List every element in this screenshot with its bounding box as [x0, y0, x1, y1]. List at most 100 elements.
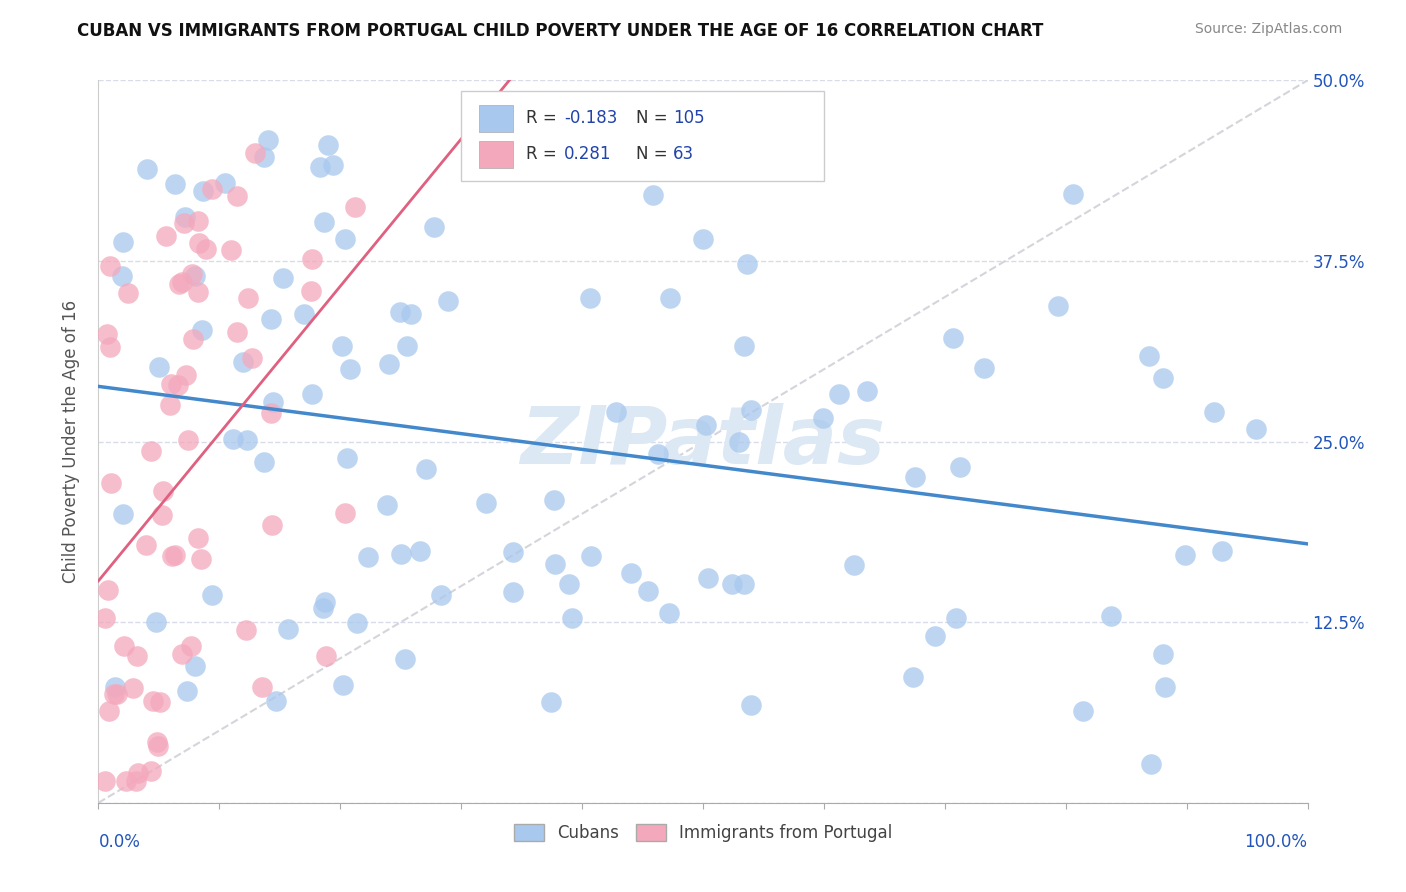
Point: [176, 433, 198, 447]
Point: [561, 611, 583, 625]
Point: [97, 704, 120, 718]
Point: [214, 177, 236, 191]
Point: [924, 629, 946, 643]
Text: R =: R =: [526, 109, 562, 127]
Point: [260, 406, 283, 420]
Point: [125, 774, 148, 789]
Point: [740, 698, 762, 712]
Point: [1139, 757, 1161, 772]
Point: [811, 411, 834, 425]
Point: [187, 214, 209, 228]
Point: [96, 326, 118, 341]
Point: [111, 508, 134, 522]
Point: [135, 162, 157, 177]
Point: [1099, 609, 1122, 624]
Point: [111, 269, 134, 284]
Point: [643, 187, 665, 202]
Point: [180, 639, 202, 653]
Point: [942, 331, 965, 345]
Point: [557, 577, 579, 591]
Point: [544, 557, 567, 571]
Point: [314, 215, 336, 229]
Point: [336, 450, 359, 465]
Point: [1244, 422, 1267, 436]
Point: [94, 611, 117, 625]
Point: [170, 275, 193, 289]
Point: [159, 398, 181, 412]
Point: [301, 386, 323, 401]
Point: [844, 558, 866, 572]
Point: [437, 293, 460, 308]
Point: [1174, 548, 1197, 562]
Point: [389, 305, 412, 319]
Point: [173, 216, 195, 230]
Point: [721, 577, 744, 591]
Point: [127, 765, 149, 780]
Point: [277, 622, 299, 636]
Point: [1071, 705, 1094, 719]
Point: [160, 377, 183, 392]
Point: [238, 291, 260, 305]
FancyBboxPatch shape: [461, 91, 824, 181]
Point: [945, 611, 967, 625]
Point: [637, 584, 659, 599]
Point: [399, 307, 422, 321]
Point: [409, 544, 432, 558]
Point: [222, 432, 245, 446]
Point: [219, 243, 242, 257]
Point: [181, 267, 204, 281]
Point: [253, 455, 276, 469]
Point: [112, 640, 135, 654]
Point: [148, 739, 170, 754]
Point: [415, 462, 437, 476]
Point: [103, 687, 125, 701]
Point: [243, 145, 266, 160]
Point: [733, 576, 755, 591]
Point: [1152, 647, 1174, 661]
Point: [903, 670, 925, 684]
Text: ZIPatlas: ZIPatlas: [520, 402, 886, 481]
Text: CUBAN VS IMMIGRANTS FROM PORTUGAL CHILD POVERTY UNDER THE AGE OF 16 CORRELATION : CUBAN VS IMMIGRANTS FROM PORTUGAL CHILD …: [77, 22, 1043, 40]
Point: [339, 362, 361, 376]
Point: [193, 184, 215, 198]
Point: [1047, 299, 1070, 313]
Point: [335, 232, 357, 246]
Point: [344, 200, 367, 214]
Point: [117, 285, 139, 300]
Point: [378, 358, 401, 372]
Point: [146, 735, 169, 749]
Point: [740, 403, 762, 417]
Text: 0.281: 0.281: [564, 145, 612, 163]
Point: [105, 687, 128, 701]
Point: [190, 552, 212, 566]
Point: [475, 495, 498, 509]
Point: [1152, 371, 1174, 385]
Point: [695, 417, 717, 432]
Point: [145, 615, 167, 629]
Point: [104, 680, 127, 694]
Point: [235, 433, 257, 447]
Text: R =: R =: [526, 145, 562, 163]
FancyBboxPatch shape: [479, 141, 513, 169]
Point: [312, 600, 335, 615]
Text: N =: N =: [637, 145, 673, 163]
Point: [322, 157, 344, 171]
Point: [1062, 187, 1084, 202]
Point: [240, 351, 263, 365]
Point: [727, 435, 749, 450]
Point: [167, 377, 190, 392]
Point: [828, 386, 851, 401]
Point: [190, 324, 212, 338]
Point: [122, 681, 145, 696]
Point: [163, 178, 186, 192]
Point: [647, 447, 669, 461]
Point: [309, 160, 332, 174]
Point: [235, 624, 257, 638]
Point: [262, 518, 284, 533]
Point: [125, 649, 148, 664]
Point: [173, 210, 195, 224]
Point: [262, 395, 284, 409]
Text: N =: N =: [637, 109, 673, 127]
Point: [301, 252, 323, 266]
Point: [856, 384, 879, 399]
